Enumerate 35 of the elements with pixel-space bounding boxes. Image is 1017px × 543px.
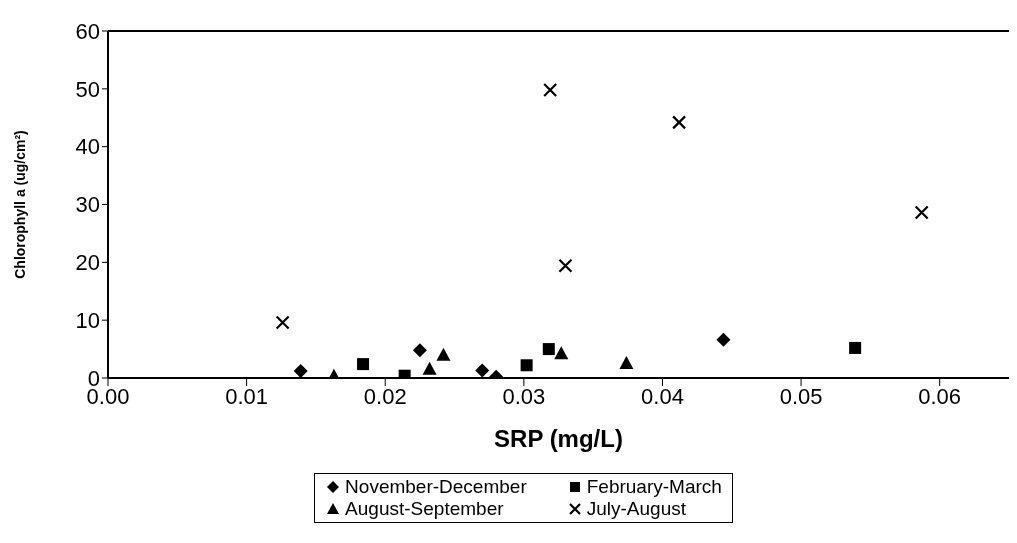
point: [849, 341, 862, 354]
legend-label: July-August: [586, 498, 687, 520]
point: [914, 205, 929, 220]
x-axis-title: SRP (mg/L): [494, 425, 623, 453]
point: [436, 347, 451, 361]
point: [716, 332, 731, 347]
point: [293, 364, 308, 378]
point: [520, 359, 533, 372]
legend-label: August-September: [345, 498, 504, 520]
x-tick-label: 0.01: [225, 383, 269, 409]
y-tick-label: 30: [75, 192, 100, 218]
point: [619, 355, 634, 369]
x-tick-label: 0.06: [918, 383, 962, 409]
x-tick-label: 0.05: [779, 383, 823, 409]
y-tick-label: 50: [75, 76, 100, 102]
point: [554, 346, 569, 360]
legend-label: November-December: [345, 476, 527, 498]
point: [672, 115, 687, 130]
x-tick-label: 0.04: [641, 383, 684, 409]
point: [475, 363, 490, 378]
point: [412, 343, 427, 358]
point: [357, 358, 370, 371]
y-tick-label: 40: [75, 134, 100, 160]
point: [542, 343, 555, 356]
y-tick-label: 60: [75, 18, 100, 44]
x-tick-label: 0.02: [363, 383, 407, 409]
y-tick-label: 10: [75, 307, 100, 333]
point: [422, 361, 437, 375]
y-tick-label: 20: [75, 250, 100, 276]
y-axis-title: Chlorophyll a (ug/cm²): [11, 130, 28, 279]
legend-label: February-March: [586, 476, 722, 498]
point: [275, 315, 290, 330]
point: [543, 82, 558, 98]
point: [558, 258, 573, 273]
x-tick-label: 0.03: [502, 383, 546, 409]
